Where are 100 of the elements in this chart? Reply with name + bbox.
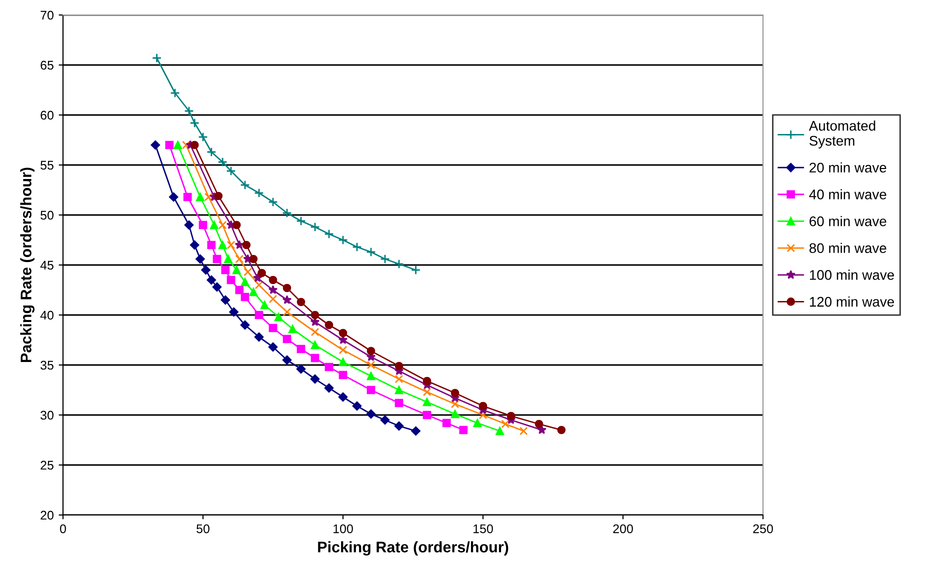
point (310, 354, 320, 362)
point (296, 216, 306, 226)
point (240, 320, 250, 330)
point (473, 418, 482, 428)
x-tick-label: 250 (753, 524, 773, 534)
point (519, 426, 528, 436)
point (254, 280, 264, 290)
point (534, 420, 544, 428)
point (501, 420, 510, 428)
point (380, 415, 390, 425)
y-tick-label: 20 (40, 510, 54, 520)
point (260, 300, 269, 310)
point (168, 192, 178, 202)
point (220, 295, 230, 305)
point (557, 426, 566, 434)
point (422, 410, 432, 420)
point (184, 106, 194, 116)
y-tick-label: 50 (40, 210, 54, 220)
point (242, 240, 251, 250)
point (226, 276, 236, 284)
point (183, 192, 192, 202)
point (366, 360, 376, 370)
x-tick-label: 0 (60, 524, 66, 534)
point (204, 192, 213, 202)
point (234, 240, 244, 250)
point (394, 398, 404, 408)
point (198, 220, 208, 230)
y-tick-label: 40 (40, 310, 54, 320)
point (324, 320, 334, 330)
point (240, 180, 250, 190)
point (229, 307, 238, 317)
point (366, 409, 376, 419)
point (422, 398, 432, 406)
point (310, 310, 320, 320)
legend-label: 100 min wave (810, 270, 894, 280)
point (310, 374, 320, 384)
point (218, 157, 228, 167)
point (296, 298, 306, 306)
point (338, 370, 348, 380)
y-tick-label: 60 (40, 110, 54, 120)
point (240, 278, 250, 286)
point (288, 324, 297, 334)
point (478, 410, 488, 420)
point (442, 418, 451, 428)
point (394, 362, 404, 370)
point (310, 340, 320, 350)
point (218, 220, 227, 230)
point (174, 140, 182, 150)
point (268, 276, 278, 284)
x-tick-label: 100 (334, 524, 353, 534)
point (450, 410, 460, 418)
point (310, 328, 320, 336)
point (450, 388, 460, 398)
point (394, 386, 404, 394)
point (150, 140, 160, 150)
point (268, 324, 278, 332)
point (282, 355, 292, 365)
point (252, 273, 262, 282)
x-axis-title: Picking Rate (orders/hour) (318, 541, 508, 556)
point (254, 332, 264, 342)
point (478, 402, 488, 410)
point (338, 392, 348, 402)
point (338, 235, 348, 245)
point (196, 192, 204, 202)
legend-label: 120 min wave (810, 296, 894, 307)
point (240, 292, 250, 302)
point (218, 240, 227, 250)
point (268, 342, 278, 352)
point (394, 259, 404, 269)
point (324, 229, 334, 239)
point (196, 254, 205, 264)
point (201, 265, 210, 275)
point (324, 362, 334, 372)
point (352, 242, 362, 252)
point (352, 401, 362, 411)
y-tick-label: 45 (40, 260, 54, 270)
point (268, 285, 278, 294)
legend-label: 20 min wave (810, 162, 886, 173)
point (221, 266, 230, 274)
point (366, 386, 376, 394)
point (170, 88, 180, 98)
point (224, 254, 232, 264)
point (282, 284, 292, 292)
point (226, 240, 236, 250)
point (268, 197, 278, 207)
point (324, 383, 334, 393)
point (258, 268, 266, 278)
point (338, 346, 348, 354)
point (268, 294, 278, 304)
x-tick-label: 150 (474, 524, 493, 534)
point (249, 254, 258, 264)
point (410, 265, 421, 275)
point (380, 254, 390, 264)
point (254, 310, 264, 320)
legend-label: 40 min wave (809, 189, 886, 200)
point (235, 254, 244, 264)
point (338, 328, 348, 338)
legend-label: 60 min wave (810, 216, 886, 226)
point (422, 388, 432, 396)
point (190, 118, 200, 128)
